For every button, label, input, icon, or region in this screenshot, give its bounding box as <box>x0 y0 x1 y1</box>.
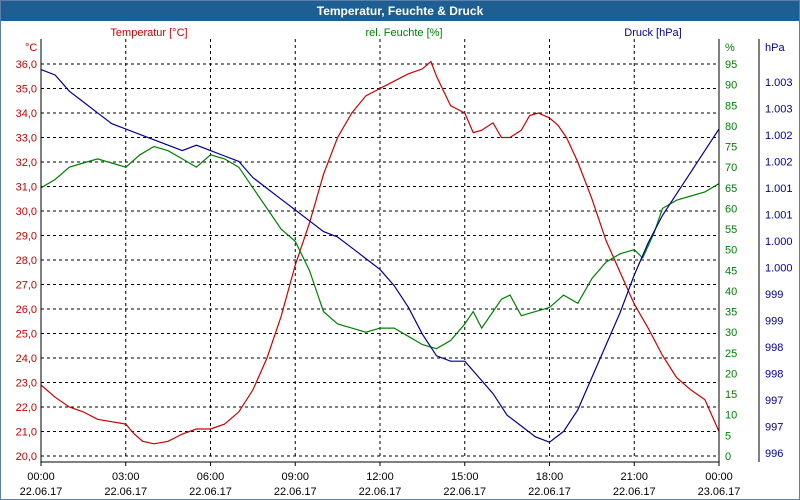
series-line-pressure <box>40 69 720 443</box>
temperature-tick-label: 35,0 <box>16 84 37 96</box>
pressure-tick-label: 1.002 <box>765 130 793 142</box>
pressure-tick-label: 997 <box>765 422 783 434</box>
axes <box>40 39 760 466</box>
x-tick-time-label: 18:00 <box>536 471 564 483</box>
x-tick-date-label: 22.06.17 <box>528 486 571 498</box>
series-line-temperature <box>40 60 720 445</box>
x-tick-time-label: 00:00 <box>27 471 55 483</box>
series-line-humidity <box>40 145 720 350</box>
pressure-tick-label: 1.003 <box>765 104 793 116</box>
humidity-tick-label: 25 <box>725 348 737 360</box>
humidity-tick-label: 40 <box>725 286 737 298</box>
temperature-tick-label: 30,0 <box>16 206 37 218</box>
x-tick-date-label: 22.06.17 <box>613 486 656 498</box>
x-tick-date-label: 23.06.17 <box>698 486 741 498</box>
humidity-tick-label: 20 <box>725 368 737 380</box>
humidity-tick-label: 45 <box>725 265 737 277</box>
temperature-tick-label: 20,0 <box>16 451 37 463</box>
temperature-tick-label: 28,0 <box>16 255 37 267</box>
humidity-tick-label: 30 <box>725 327 737 339</box>
temperature-tick-label: 34,0 <box>16 108 37 120</box>
humidity-tick-label: 90 <box>725 80 737 92</box>
humidity-tick-label: 85 <box>725 100 737 112</box>
pressure-tick-label: 1.002 <box>765 157 793 169</box>
x-tick-time-label: 06:00 <box>197 471 225 483</box>
pressure-unit-label: hPa <box>765 42 785 54</box>
pressure-axis-title: Druck [hPa] <box>624 27 681 39</box>
pressure-tick-label: 1.003 <box>765 77 793 89</box>
humidity-tick-label: 70 <box>725 162 737 174</box>
pressure-tick-label: 1.001 <box>765 183 793 195</box>
x-tick-time-label: 00:00 <box>705 471 733 483</box>
humidity-tick-label: 15 <box>725 389 737 401</box>
humidity-tick-label: 65 <box>725 183 737 195</box>
chart-title: Temperatur, Feuchte & Druck <box>1 1 799 21</box>
pressure-tick-label: 999 <box>765 289 783 301</box>
humidity-axis-title: rel. Feuchte [%] <box>365 27 442 39</box>
humidity-tick-label: 50 <box>725 245 737 257</box>
temperature-tick-label: 22,0 <box>16 402 37 414</box>
temperature-tick-label: 33,0 <box>16 133 37 145</box>
x-tick-date-label: 22.06.17 <box>359 486 402 498</box>
pressure-tick-label: 998 <box>765 342 783 354</box>
x-tick-time-label: 15:00 <box>451 471 479 483</box>
humidity-tick-label: 35 <box>725 307 737 319</box>
x-tick-date-label: 22.06.17 <box>189 486 232 498</box>
temperature-tick-label: 25,0 <box>16 329 37 341</box>
humidity-tick-label: 95 <box>725 59 737 71</box>
temperature-tick-label: 32,0 <box>16 157 37 169</box>
x-tick-date-label: 22.06.17 <box>274 486 317 498</box>
humidity-tick-label: 80 <box>725 121 737 133</box>
x-tick-time-label: 21:00 <box>620 471 648 483</box>
pressure-tick-label: 999 <box>765 316 783 328</box>
temperature-unit-label: °C <box>25 42 37 54</box>
x-tick-time-label: 09:00 <box>281 471 309 483</box>
pressure-tick-label: 1.000 <box>765 236 793 248</box>
humidity-tick-label: 10 <box>725 410 737 422</box>
humidity-unit-label: % <box>725 42 735 54</box>
x-tick-date-label: 22.06.17 <box>443 486 486 498</box>
humidity-tick-label: 75 <box>725 142 737 154</box>
temperature-tick-label: 21,0 <box>16 427 37 439</box>
temperature-tick-label: 23,0 <box>16 378 37 390</box>
x-tick-time-label: 03:00 <box>112 471 140 483</box>
grid <box>40 39 720 457</box>
temperature-tick-label: 36,0 <box>16 59 37 71</box>
x-tick-time-label: 12:00 <box>366 471 394 483</box>
temperature-tick-label: 26,0 <box>16 304 37 316</box>
pressure-tick-label: 1.001 <box>765 210 793 222</box>
x-tick-date-label: 22.06.17 <box>104 486 147 498</box>
humidity-tick-label: 0 <box>725 451 731 463</box>
humidity-tick-label: 55 <box>725 224 737 236</box>
series-lines <box>40 60 720 445</box>
temperature-tick-label: 24,0 <box>16 353 37 365</box>
humidity-tick-label: 5 <box>725 430 731 442</box>
pressure-tick-label: 996 <box>765 448 783 460</box>
temperature-tick-label: 27,0 <box>16 280 37 292</box>
humidity-tick-label: 60 <box>725 203 737 215</box>
temperature-tick-label: 29,0 <box>16 231 37 243</box>
axis-labels: 20,0 21,0 22,0 23,0 24,0 25,0 26,0 27,0 28,0 29,0… <box>16 27 793 498</box>
x-tick-date-label: 22.06.17 <box>20 486 63 498</box>
pressure-tick-label: 997 <box>765 395 783 407</box>
temperature-tick-label: 31,0 <box>16 182 37 194</box>
pressure-tick-label: 998 <box>765 369 783 381</box>
pressure-tick-label: 1.000 <box>765 263 793 275</box>
temperature-axis-title: Temperatur [°C] <box>110 27 187 39</box>
